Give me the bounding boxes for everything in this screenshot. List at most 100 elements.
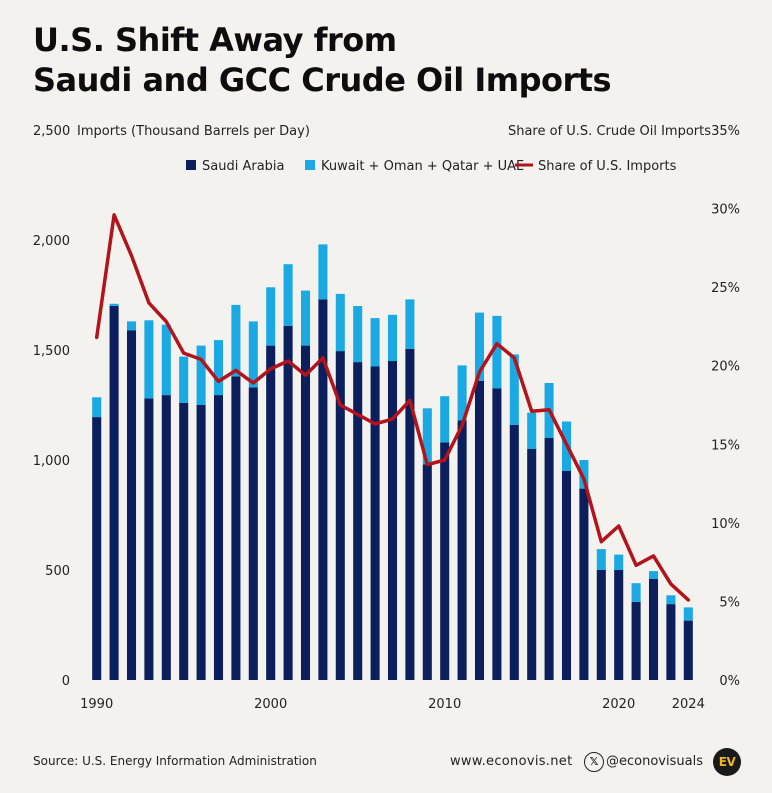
bar-saudi xyxy=(213,395,224,680)
bar-others xyxy=(370,318,380,367)
legend-swatch-others xyxy=(305,160,315,170)
right-axis-label: Share of U.S. Crude Oil Imports xyxy=(508,124,711,139)
x-logo-icon: 𝕏 xyxy=(584,752,604,772)
bar-others xyxy=(318,244,328,300)
bar-others xyxy=(579,460,589,489)
bar-others xyxy=(196,345,206,405)
bar-others xyxy=(614,554,624,570)
bar-others xyxy=(440,396,450,443)
legend-label-saudi: Saudi Arabia xyxy=(202,159,285,174)
bar-saudi xyxy=(631,601,641,680)
right-tick-label: 20% xyxy=(711,360,740,375)
bar-saudi xyxy=(422,464,432,680)
website-link[interactable]: www.econovis.net xyxy=(450,754,573,769)
left-tick-top: 2,500 xyxy=(33,124,70,139)
bar-others xyxy=(335,293,345,352)
bar-series xyxy=(92,244,693,680)
right-tick-labels: 0% 5% 10% 15% 20% 25% 30% xyxy=(711,203,740,689)
left-tick-labels: 0 500 1,000 1,500 2,000 xyxy=(33,234,70,689)
bar-saudi xyxy=(614,570,624,680)
bar-others xyxy=(474,312,485,381)
left-tick-label: 1,500 xyxy=(33,344,70,359)
left-tick-label: 500 xyxy=(45,564,70,579)
bar-saudi xyxy=(300,345,311,680)
source-note: Source: U.S. Energy Information Administ… xyxy=(33,754,317,768)
bar-saudi xyxy=(370,366,380,680)
title-line-1: U.S. Shift Away from xyxy=(33,21,397,59)
bar-others xyxy=(126,321,137,331)
bar-saudi xyxy=(509,424,519,680)
bar-others xyxy=(509,354,519,425)
bar-saudi xyxy=(405,348,415,680)
brand-logo: EV xyxy=(713,748,741,776)
social-handle[interactable]: @econovisuals xyxy=(606,754,703,769)
left-tick-label: 0 xyxy=(62,674,70,689)
legend-label-share: Share of U.S. Imports xyxy=(538,159,677,174)
bar-others xyxy=(387,314,398,361)
bar-saudi xyxy=(161,395,171,680)
bar-others xyxy=(144,320,154,399)
bar-others xyxy=(161,324,171,396)
bar-saudi xyxy=(457,420,467,680)
bar-others xyxy=(492,315,502,389)
bar-others xyxy=(457,365,467,421)
bar-saudi xyxy=(353,362,363,680)
bar-saudi xyxy=(231,376,241,680)
legend-label-others: Kuwait + Oman + Qatar + UAE xyxy=(321,159,524,174)
title-line-2: Saudi and GCC Crude Oil Imports xyxy=(33,61,612,99)
bar-others xyxy=(596,549,606,570)
bar-saudi xyxy=(318,299,328,680)
bar-saudi xyxy=(126,330,137,680)
bar-saudi xyxy=(179,402,189,680)
chart-title: U.S. Shift Away from Saudi and GCC Crude… xyxy=(33,20,733,100)
chart-area: 2,500 Imports (Thousand Barrels per Day)… xyxy=(33,124,740,712)
right-tick-label: 15% xyxy=(711,438,740,453)
bar-others xyxy=(231,304,241,377)
bar-others xyxy=(266,287,276,346)
bar-others xyxy=(248,321,258,388)
bar-saudi xyxy=(561,471,572,680)
bar-saudi xyxy=(283,325,293,680)
bar-saudi xyxy=(527,449,537,680)
legend: Saudi Arabia Kuwait + Oman + Qatar + UAE… xyxy=(186,159,677,174)
bar-others xyxy=(422,408,432,465)
bar-others xyxy=(648,571,659,579)
x-tick-labels: 1990 2000 2010 2020 2024 xyxy=(80,697,705,712)
bar-saudi xyxy=(579,488,589,680)
right-tick-top: 35% xyxy=(711,124,740,139)
left-axis-label: Imports (Thousand Barrels per Day) xyxy=(77,124,310,139)
bar-others xyxy=(213,340,224,396)
bar-saudi xyxy=(196,405,206,680)
bar-others xyxy=(300,290,311,346)
bar-others xyxy=(92,397,102,418)
x-tick-label: 2000 xyxy=(254,697,287,712)
x-tick-label: 2010 xyxy=(428,697,461,712)
bar-others xyxy=(666,595,676,605)
right-tick-label: 5% xyxy=(719,595,740,610)
bar-others xyxy=(109,303,119,306)
x-tick-label: 1990 xyxy=(80,697,113,712)
bar-saudi xyxy=(144,398,154,680)
legend-swatch-saudi xyxy=(186,160,196,170)
bar-others xyxy=(283,264,293,326)
bar-saudi xyxy=(492,388,502,680)
right-tick-label: 25% xyxy=(711,281,740,296)
bar-saudi xyxy=(440,442,450,680)
bar-others xyxy=(353,306,363,363)
share-line-series xyxy=(94,213,691,602)
bar-saudi xyxy=(92,417,102,680)
bar-saudi xyxy=(474,380,485,680)
left-tick-label: 1,000 xyxy=(33,454,70,469)
bar-saudi xyxy=(648,578,659,680)
share-line xyxy=(94,213,691,602)
bar-saudi xyxy=(387,361,398,680)
bar-others xyxy=(405,299,415,349)
right-tick-label: 30% xyxy=(711,203,740,218)
left-tick-label: 2,000 xyxy=(33,234,70,249)
bar-saudi xyxy=(596,570,606,680)
right-tick-label: 0% xyxy=(719,674,740,689)
bar-saudi xyxy=(248,387,258,680)
bar-saudi xyxy=(683,620,693,680)
bar-saudi xyxy=(666,604,676,680)
bar-saudi xyxy=(335,351,345,680)
